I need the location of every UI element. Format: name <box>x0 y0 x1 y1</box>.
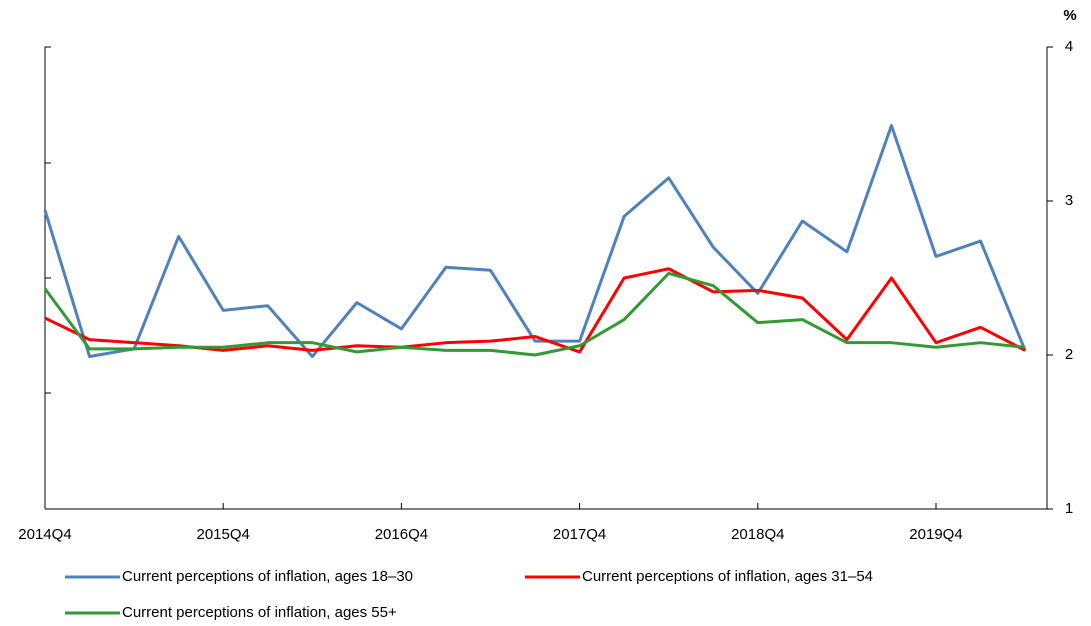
y-tick-label: 3 <box>1065 192 1073 209</box>
y-tick-label: 4 <box>1065 38 1073 55</box>
y-axis-label: % <box>1063 7 1076 24</box>
series-line <box>43 124 1027 359</box>
x-tick-label: 2016Q4 <box>375 526 428 543</box>
x-tick-label: 2019Q4 <box>909 526 962 543</box>
x-tick-label: 2017Q4 <box>553 526 606 543</box>
x-tick-label: 2014Q4 <box>18 526 71 543</box>
series-line <box>43 271 1026 357</box>
legend-label: Current perceptions of inflation, ages 5… <box>122 604 397 621</box>
legend-label: Current perceptions of inflation, ages 1… <box>122 568 413 585</box>
series-line <box>44 267 1026 354</box>
left-axis <box>44 46 1048 510</box>
legend-label: Current perceptions of inflation, ages 3… <box>582 568 873 585</box>
x-tick-label: 2018Q4 <box>731 526 784 543</box>
y-tick-label: 2 <box>1065 346 1073 363</box>
y-tick-label: 1 <box>1065 500 1073 517</box>
x-tick-label: 2015Q4 <box>197 526 250 543</box>
